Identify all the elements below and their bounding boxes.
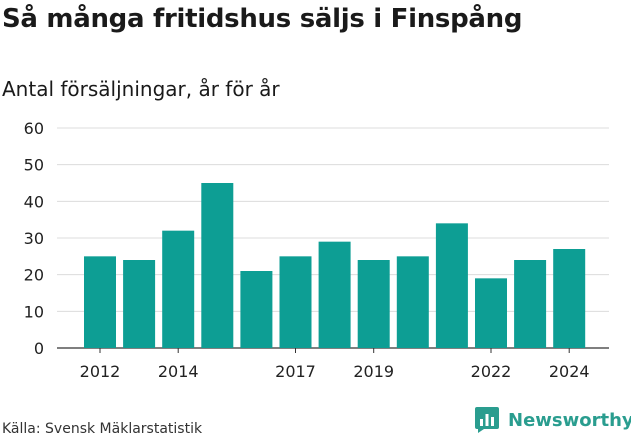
newsworthy-chart-icon — [475, 407, 499, 433]
bar-chart: 0 10 20 30 40 50 60 2012 2014 2017 2019 2022 2024 — [24, 119, 609, 381]
x-tick-label: 2022 — [471, 362, 512, 381]
bar-2012[interactable] — [84, 256, 116, 348]
chart-title: Så många fritidshus säljs i Finspång — [2, 4, 523, 34]
y-axis-tick-labels: 0 10 20 30 40 50 60 — [24, 119, 44, 358]
x-tick-label: 2019 — [353, 362, 394, 381]
brand-name: Newsworthy — [508, 409, 631, 431]
bar-2019[interactable] — [357, 260, 390, 348]
bar-2015[interactable] — [201, 183, 234, 348]
y-tick-label: 0 — [34, 339, 44, 358]
chart-subtitle: Antal försäljningar, år för år — [2, 77, 280, 101]
y-tick-label: 60 — [24, 119, 44, 138]
bar-2014[interactable] — [162, 230, 195, 348]
brand-logo[interactable]: Newsworthy — [474, 406, 631, 434]
bar-2013[interactable] — [123, 260, 156, 348]
y-tick-label: 40 — [24, 192, 44, 211]
bar-2023[interactable] — [514, 260, 547, 348]
y-tick-label: 30 — [24, 229, 44, 248]
source-note: Källa: Svensk Mäklarstatistik — [2, 421, 203, 437]
bar-2024[interactable] — [553, 249, 586, 348]
bar-2018[interactable] — [318, 241, 351, 348]
bar-2016[interactable] — [240, 271, 273, 348]
y-tick-label: 50 — [24, 156, 44, 175]
y-tick-label: 10 — [24, 302, 44, 321]
bar-2021[interactable] — [435, 223, 468, 348]
x-axis-tick-labels: 2012 2014 2017 2019 2022 2024 — [80, 348, 590, 381]
bar-2022[interactable] — [475, 278, 507, 348]
bars — [84, 183, 586, 348]
x-tick-label: 2012 — [80, 362, 121, 381]
x-tick-label: 2024 — [549, 362, 590, 381]
bar-2017[interactable] — [279, 256, 312, 348]
x-tick-label: 2014 — [158, 362, 199, 381]
bar-2020[interactable] — [396, 256, 429, 348]
y-tick-label: 20 — [24, 266, 44, 285]
x-tick-label: 2017 — [275, 362, 316, 381]
